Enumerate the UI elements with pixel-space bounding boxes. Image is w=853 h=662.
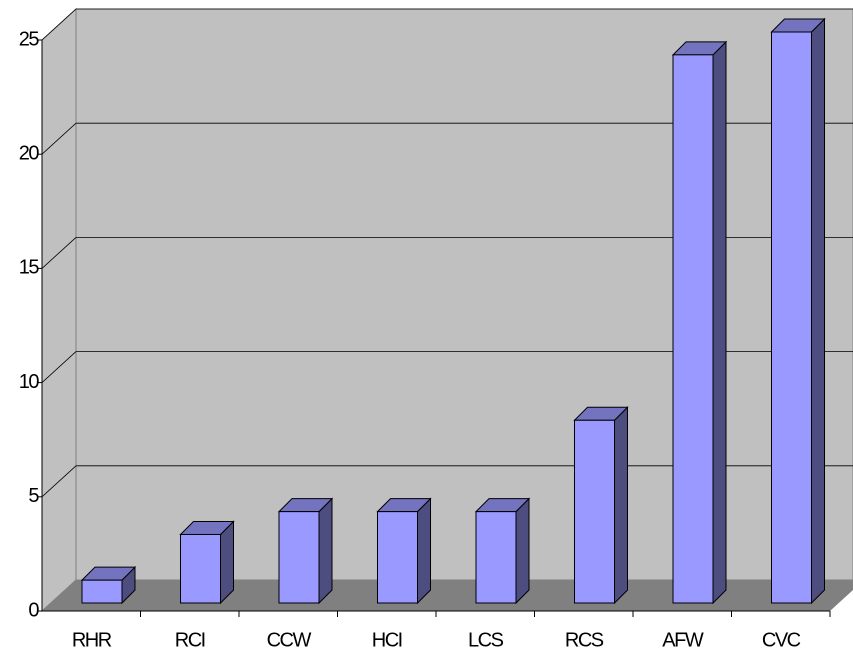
bar-side [220, 520, 234, 605]
bar-side [614, 406, 628, 605]
x-tick-label: HCI [372, 629, 402, 651]
bar-front [672, 54, 714, 604]
bar-front [771, 31, 812, 604]
x-tick-label: LCS [468, 629, 504, 651]
grid-line [41, 465, 77, 498]
y-tick-label: 0 [28, 599, 39, 621]
x-tick-label: RCI [175, 629, 205, 651]
y-tick-label: 20 [19, 142, 40, 164]
bar-side [811, 17, 825, 605]
y-tick-label: 5 [28, 485, 39, 507]
bar [80, 565, 137, 605]
bar [770, 17, 826, 605]
y-tick-label: 10 [19, 371, 40, 393]
back-wall [75, 8, 853, 581]
bar [179, 520, 235, 605]
side-wall [41, 7, 77, 613]
bar-front [81, 579, 123, 604]
bar-front [574, 419, 615, 604]
floor [42, 580, 853, 611]
bar-side [712, 40, 727, 605]
bar-front [278, 511, 320, 604]
x-tick-label: RCS [565, 629, 604, 651]
x-tick-label: RHR [72, 629, 112, 651]
bar [671, 40, 728, 605]
x-tick-label: CVC [762, 629, 801, 651]
bar [474, 497, 531, 605]
bar-front [377, 511, 418, 604]
x-tick-label: CCW [267, 629, 312, 651]
grid-line [41, 122, 77, 155]
bar [277, 497, 334, 605]
bar-side [318, 497, 333, 605]
y-tick-label: 25 [19, 28, 40, 50]
bar [573, 406, 629, 605]
bar-side [417, 497, 431, 605]
bar-front [180, 533, 221, 604]
x-tick-label: AFW [662, 629, 704, 651]
grid-line [41, 351, 77, 383]
bar [376, 497, 432, 605]
grid-line [41, 237, 77, 269]
grid-line [41, 8, 77, 41]
y-tick-label: 15 [19, 257, 40, 279]
bar-side [515, 497, 530, 605]
bar-front [475, 511, 517, 604]
